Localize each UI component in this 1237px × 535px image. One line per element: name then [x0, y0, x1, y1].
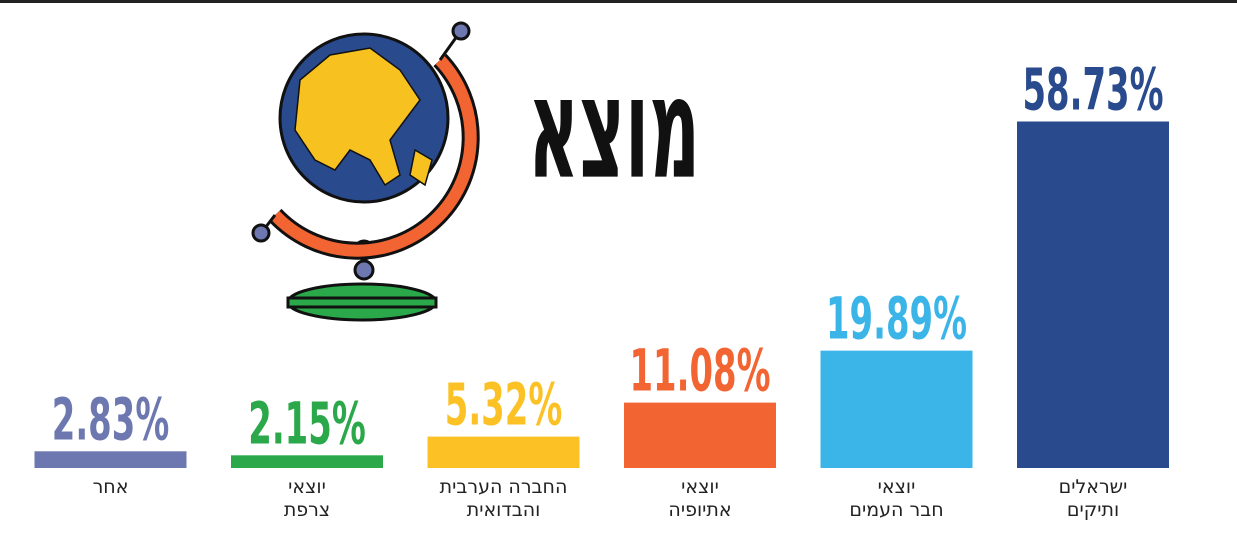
bar [34, 451, 187, 468]
value-label: 11.08% [630, 337, 771, 405]
value-label: 2.83% [52, 385, 170, 453]
globe-icon [251, 21, 480, 322]
category-label: החברה הערבית והבדואית [439, 476, 568, 521]
category-label: יוצאי אתיופיה [668, 476, 732, 521]
category-label: ישראלים ותיקים [1058, 476, 1128, 521]
category-label: אחר [92, 476, 129, 498]
value-label: 58.73% [1023, 55, 1164, 123]
bar [231, 455, 383, 468]
bar [820, 350, 973, 468]
value-label: 5.32% [445, 371, 563, 439]
value-label: 2.15% [248, 389, 366, 457]
value-label: 19.89% [826, 285, 967, 353]
category-label: יוצאי חבר העמים [849, 476, 944, 521]
bar [427, 436, 580, 468]
top-rule [0, 0, 1237, 3]
category-label: יוצאי צרפת [283, 476, 331, 521]
bar [1017, 121, 1169, 469]
bar [624, 402, 776, 468]
chart-title: מוצא [528, 48, 700, 211]
